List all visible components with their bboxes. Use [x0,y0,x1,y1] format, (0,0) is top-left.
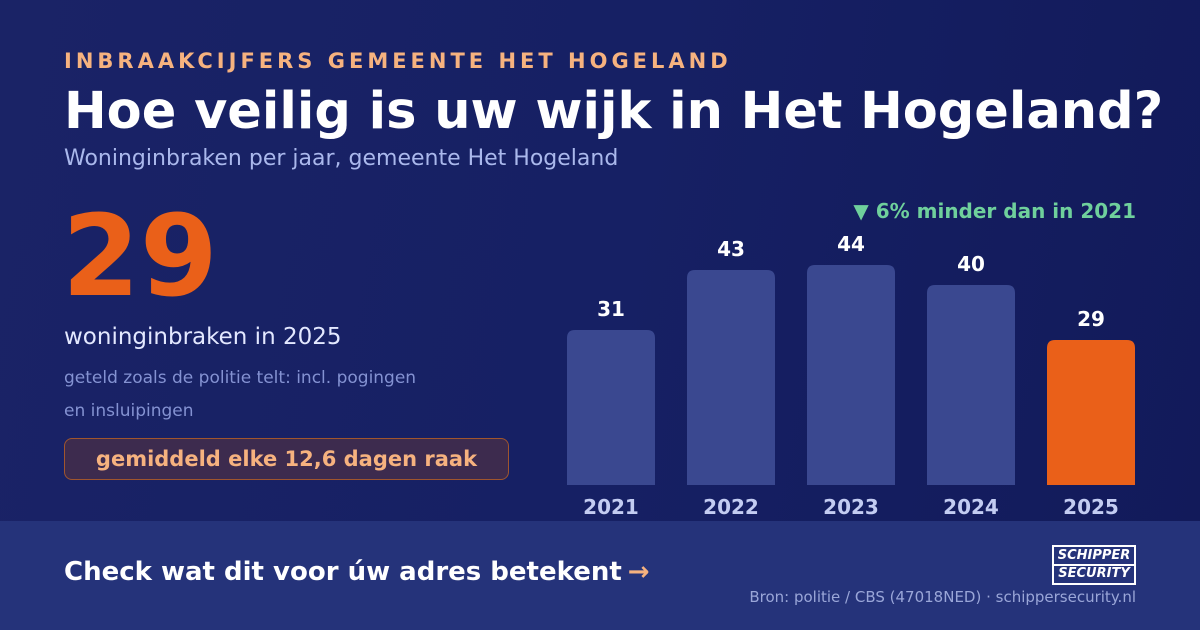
bar-2025 [1047,340,1135,485]
highlight-number: 29 [62,192,218,322]
tick-label-2021: 2021 [583,495,639,519]
bar-2021 [567,330,655,485]
page-title: Hoe veilig is uw wijk in Het Hogeland? [64,82,1164,141]
data-label-2022: 43 [717,237,745,261]
tick-label-2022: 2022 [703,495,759,519]
change-indicator: ▼ 6% minder dan in 2021 [853,199,1136,223]
bar-2024 [927,285,1015,485]
bar-2023 [807,265,895,485]
tick-label-2023: 2023 [823,495,879,519]
source-credit: Bron: politie / CBS (47018NED) · schippe… [749,588,1136,606]
footer-bar: Check wat dit voor úw adres betekent → SC… [0,521,1200,630]
counting-note: geteld zoals de politie telt: incl. pogi… [64,368,417,421]
bar-2022 [687,270,775,485]
data-label-2024: 40 [957,252,985,276]
tick-label-2025: 2025 [1063,495,1119,519]
logo-text-bottom: SECURITY [1054,564,1134,582]
cta-link[interactable]: Check wat dit voor úw adres betekent → [64,557,650,587]
data-label-2023: 44 [837,232,865,256]
cta-text: Check wat dit voor úw adres betekent [64,557,622,587]
page-subtitle: Woninginbraken per jaar, gemeente Het Ho… [64,146,619,171]
arrow-right-icon: → [627,557,650,587]
logo-text-top: SCHIPPER [1057,548,1131,563]
data-label-2021: 31 [597,297,625,321]
bar-chart: 31 2021 43 2022 44 2023 40 2024 29 2025 [567,232,1135,519]
eyebrow-label: INBRAAKCIJFERS GEMEENTE HET HOGELAND [64,49,732,73]
brand-logo: SCHIPPER SECURITY [1052,545,1136,585]
data-label-2025: 29 [1077,307,1105,331]
frequency-badge: gemiddeld elke 12,6 dagen raak [64,438,509,480]
tick-label-2024: 2024 [943,495,999,519]
highlight-caption: woninginbraken in 2025 [64,324,342,350]
